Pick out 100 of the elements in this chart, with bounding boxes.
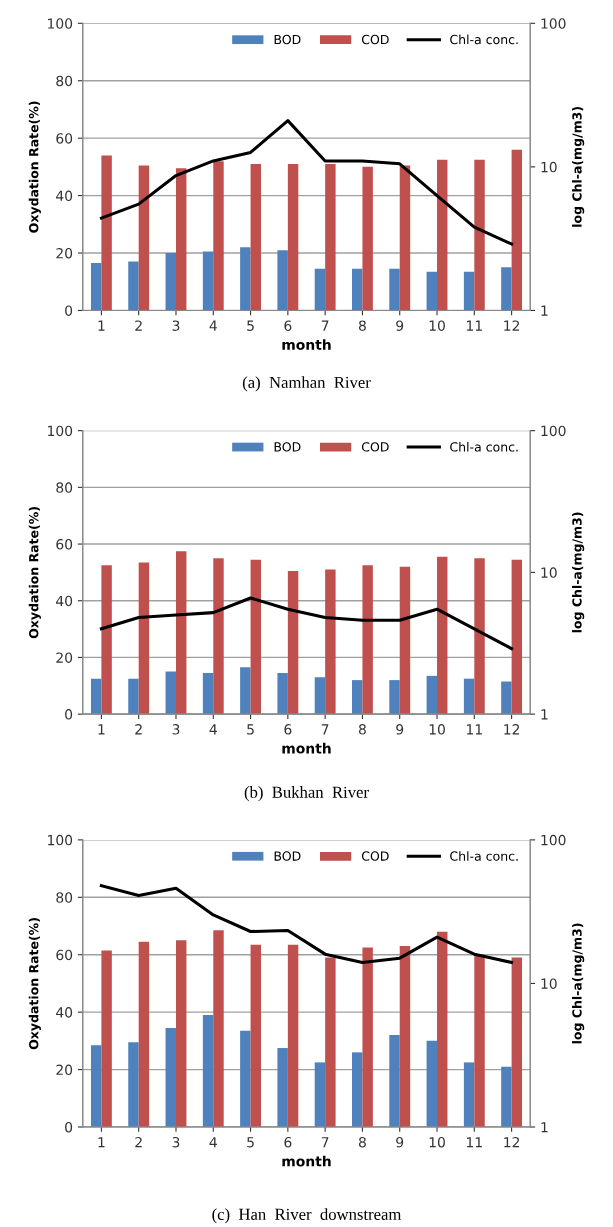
x-tick-label: 8	[358, 1136, 366, 1148]
bar	[389, 268, 400, 311]
bar	[101, 565, 112, 715]
bar	[277, 673, 288, 715]
bar	[426, 271, 438, 311]
x-tick-label: 5	[247, 1137, 254, 1148]
bar	[314, 268, 326, 311]
bar	[362, 565, 373, 715]
bar	[463, 1062, 475, 1127]
y-tick-label: 20	[56, 247, 73, 259]
x-tick-label: 9	[396, 724, 404, 735]
legend-label: BOD	[274, 34, 301, 45]
y2-tick-label: 1	[541, 305, 548, 316]
y-tick-label: 0	[65, 305, 73, 316]
bar	[277, 1048, 288, 1127]
y-tick-label: 60	[56, 133, 73, 144]
legend-label: COD	[361, 442, 389, 452]
y-tick-label: 80	[56, 75, 73, 87]
bar	[90, 263, 102, 311]
y2-axis-title: log Chl-a(mg/m3)	[572, 923, 585, 1044]
y-tick-label: 60	[56, 539, 73, 550]
bar	[351, 268, 363, 311]
line-series	[99, 884, 514, 964]
y2-tick-label: 10	[541, 161, 557, 173]
bar	[128, 1042, 139, 1127]
bar	[138, 941, 150, 1127]
x-tick-label: 10	[429, 1136, 445, 1148]
y2-tick-label: 10	[541, 978, 557, 989]
bar	[501, 1066, 512, 1127]
y-tick-label: 40	[56, 1007, 73, 1018]
x-tick-label: 7	[321, 724, 329, 735]
y2-tick-label: 100	[541, 18, 566, 29]
bar	[250, 559, 262, 715]
y2-axis-title: log Chl-a(mg/m3)	[572, 512, 585, 633]
legend-label: Chl-a conc.	[450, 34, 518, 45]
x-tick-label: 5	[247, 320, 254, 331]
text: (c) Han River downstream	[212, 1208, 402, 1224]
bar	[437, 931, 448, 1127]
bar	[314, 677, 326, 715]
x-tick-label: 11	[467, 724, 482, 735]
bar	[325, 569, 336, 715]
bar	[138, 165, 150, 311]
bar	[287, 944, 299, 1127]
bar	[213, 930, 224, 1127]
x-tick-label: 4	[209, 320, 217, 331]
x-tick-label: 10	[429, 320, 445, 331]
bar	[437, 159, 448, 311]
bar	[437, 556, 448, 715]
x-tick-label: 6	[284, 320, 292, 331]
x-tick-label: 7	[321, 1137, 329, 1148]
bar	[175, 551, 187, 715]
x-tick-label: 1	[98, 320, 105, 331]
bar	[287, 164, 299, 311]
bar	[165, 1027, 176, 1127]
y-tick-label: 40	[56, 595, 73, 607]
legend-label: COD	[361, 34, 389, 45]
x-tick-label: 3	[172, 1136, 180, 1148]
bar	[250, 164, 262, 311]
bar	[165, 253, 176, 311]
bar	[90, 1045, 102, 1127]
bar	[501, 681, 512, 715]
y2-tick-label: 10	[541, 567, 557, 578]
x-tick-label: 5	[247, 724, 254, 735]
y2-tick-label: 1	[541, 1122, 548, 1133]
bar	[325, 164, 336, 311]
bar	[240, 247, 251, 311]
text: (b) Bukhan River	[244, 786, 369, 802]
bar	[202, 1015, 214, 1127]
bar	[101, 950, 112, 1127]
y-axis-title: Oxydation Rate(%)	[28, 101, 41, 233]
y-tick-label: 60	[56, 949, 73, 961]
bar	[128, 678, 139, 715]
bar	[277, 250, 288, 311]
x-tick-label: 9	[396, 320, 404, 331]
y-axis-title: Oxydation Rate(%)	[28, 507, 41, 639]
bar	[389, 1035, 400, 1127]
x-tick-label: 8	[358, 320, 366, 331]
y-axis-title: Oxydation Rate(%)	[28, 918, 41, 1050]
x-tick-label: 11	[467, 320, 482, 331]
x-tick-label: 12	[504, 724, 520, 735]
y-tick-label: 100	[48, 425, 73, 437]
y2-tick-label: 100	[541, 425, 566, 437]
x-tick-label: 3	[172, 724, 180, 735]
legend-label: BOD	[274, 851, 301, 861]
bar	[474, 159, 485, 311]
line-series	[99, 596, 514, 651]
bar	[463, 678, 475, 715]
bar	[474, 954, 485, 1127]
bar	[175, 940, 187, 1127]
y-tick-label: 20	[56, 1064, 73, 1076]
bar	[138, 562, 150, 715]
legend-label: BOD	[274, 442, 301, 452]
bar	[463, 271, 475, 311]
x-tick-label: 2	[135, 320, 142, 331]
y-tick-label: 0	[65, 709, 73, 720]
y-tick-label: 20	[56, 652, 73, 663]
x-tick-label: 7	[321, 320, 329, 331]
x-tick-label: 11	[467, 1137, 482, 1148]
x-tick-label: 2	[135, 724, 142, 735]
y2-tick-label: 100	[541, 834, 566, 846]
